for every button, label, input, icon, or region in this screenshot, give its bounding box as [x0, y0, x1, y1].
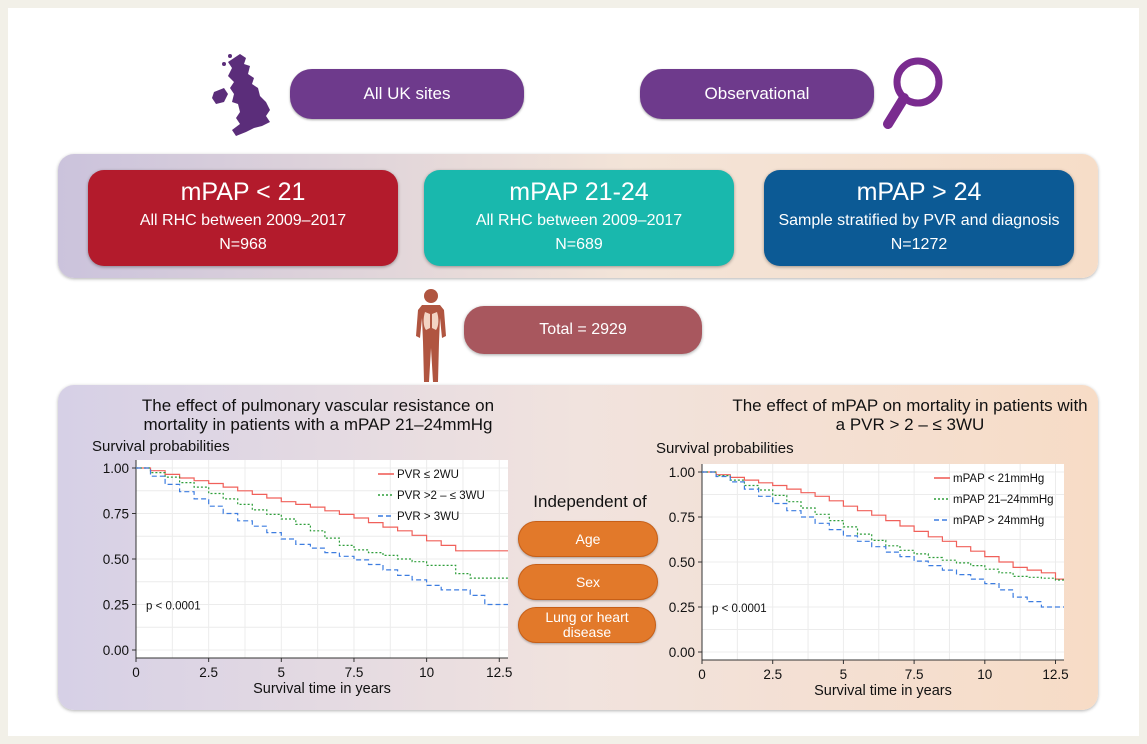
x-tick-label: 10: [419, 665, 434, 680]
y-tick-label: 0.75: [669, 510, 695, 525]
x-tick-label: 0: [698, 667, 706, 682]
x-tick-label: 2.5: [763, 667, 782, 682]
y-tick-label: 1.00: [669, 465, 695, 480]
series-line: [702, 471, 1064, 608]
group-count: N=968: [219, 236, 267, 253]
group-count: N=689: [555, 236, 603, 253]
group-heading: mPAP > 24: [856, 178, 982, 206]
x-axis-label: Survival time in years: [253, 681, 391, 697]
y-tick-label: 0.25: [669, 600, 695, 615]
independent-of-title: Independent of: [533, 492, 647, 511]
group-card-low: mPAP < 21 All RHC between 2009–2017 N=96…: [88, 170, 398, 266]
series-line: [136, 467, 508, 552]
legend-label: mPAP 21–24mmHg: [953, 494, 1054, 506]
chart-left-title: The effect of pulmonary vascular resista…: [141, 396, 495, 434]
x-axis-label: Survival time in years: [814, 683, 952, 699]
group-heading: mPAP < 21: [180, 178, 306, 206]
x-tick-label: 0: [132, 665, 140, 680]
uk-map-icon: [212, 54, 270, 136]
series-line: [702, 471, 1065, 581]
legend-label: PVR >2 – ≤ 3WU: [397, 490, 485, 502]
x-tick-label: 2.5: [199, 665, 218, 680]
p-value-annotation: p < 0.0001: [146, 601, 201, 613]
group-description: Sample stratified by PVR and diagnosis: [778, 212, 1060, 229]
all-uk-sites-label: All UK sites: [290, 69, 524, 119]
p-value-annotation: p < 0.0001: [712, 603, 767, 615]
magnifier-icon: [883, 57, 943, 129]
series-line: [136, 467, 508, 579]
x-tick-label: 10: [977, 667, 992, 682]
y-tick-label: 0.50: [669, 555, 695, 570]
legend-label: mPAP < 21mmHg: [953, 473, 1044, 485]
x-tick-label: 7.5: [345, 665, 364, 680]
x-tick-label: 7.5: [905, 667, 924, 682]
chart-right-ylabel: Survival probabilities: [656, 440, 794, 457]
total-label: Total = 2929: [464, 306, 702, 354]
group-description: All RHC between 2009–2017: [139, 212, 347, 229]
y-tick-label: 1.00: [103, 461, 129, 476]
y-tick-label: 0.00: [669, 645, 695, 660]
factor-sex: Sex: [518, 564, 658, 600]
legend-label: mPAP > 24mmHg: [953, 515, 1044, 527]
chart-left-ylabel: Survival probabilities: [92, 438, 230, 455]
x-tick-label: 12.5: [486, 665, 512, 680]
y-tick-label: 0.50: [103, 552, 129, 567]
group-card-high: mPAP > 24 Sample stratified by PVR and d…: [764, 170, 1074, 266]
observational-label: Observational: [640, 69, 874, 119]
x-tick-label: 5: [278, 665, 286, 680]
y-tick-label: 0.00: [103, 643, 129, 658]
chart-right-title: The effect of mPAP on mortality in patie…: [732, 396, 1088, 434]
human-body-lungs-icon: [416, 289, 446, 382]
group-count: N=1272: [890, 236, 948, 253]
group-card-mid: mPAP 21-24 All RHC between 2009–2017 N=6…: [424, 170, 734, 266]
factor-age: Age: [518, 521, 658, 557]
y-tick-label: 0.25: [103, 598, 129, 613]
group-heading: mPAP 21-24: [509, 178, 649, 206]
factor-lung-heart: Lung or heart disease: [518, 607, 656, 643]
x-tick-label: 5: [840, 667, 848, 682]
series-line: [136, 467, 508, 606]
legend-label: PVR ≤ 2WU: [397, 469, 459, 481]
group-description: All RHC between 2009–2017: [475, 212, 683, 229]
y-tick-label: 0.75: [103, 507, 129, 522]
series-line: [702, 471, 1064, 580]
x-tick-label: 12.5: [1042, 667, 1068, 682]
legend-label: PVR > 3WU: [397, 511, 459, 523]
